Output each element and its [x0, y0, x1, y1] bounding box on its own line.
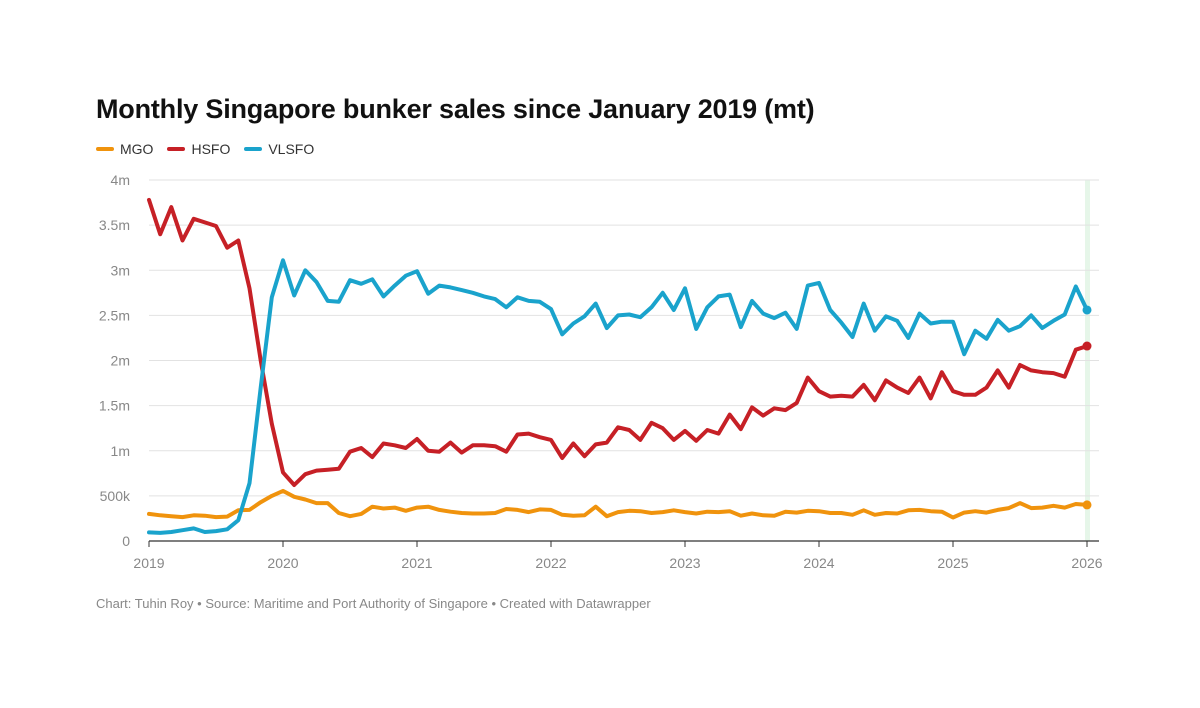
chart-source-note: Chart: Tuhin Roy • Source: Maritime and …: [96, 596, 651, 611]
legend-label-vlsfo: VLSFO: [268, 141, 315, 157]
x-tick-label: 2023: [669, 555, 700, 571]
y-tick-label: 500k: [100, 488, 131, 504]
x-tick-label: 2024: [803, 555, 834, 571]
y-tick-label: 4m: [111, 172, 130, 188]
y-tick-label: 2.5m: [99, 307, 130, 323]
y-tick-label: 3m: [111, 262, 130, 278]
x-tick-label: 2020: [267, 555, 298, 571]
legend-label-mgo: MGO: [120, 141, 154, 157]
series-line-vlsfo: [147, 258, 1089, 535]
legend-label-hsfo: HSFO: [191, 141, 231, 157]
y-tick-label: 1.5m: [99, 398, 130, 414]
x-tick-label: 2025: [937, 555, 968, 571]
y-tick-label: 3.5m: [99, 217, 130, 233]
legend-swatch-mgo: [96, 147, 114, 151]
y-tick-label: 0: [122, 533, 130, 549]
legend-item-vlsfo[interactable]: VLSFO: [244, 141, 314, 157]
x-tick-label: 2022: [535, 555, 566, 571]
legend-item-mgo[interactable]: MGO: [96, 141, 153, 157]
x-tick-label: 2021: [401, 555, 432, 571]
y-tick-label: 2m: [111, 353, 130, 369]
series-line-hsfo: [147, 197, 1089, 487]
series-line-mgo: [147, 488, 1089, 520]
legend-swatch-hsfo: [167, 147, 186, 151]
chart-title: Monthly Singapore bunker sales since Jan…: [96, 94, 815, 124]
legend-item-hsfo[interactable]: HSFO: [167, 141, 230, 157]
x-tick-label: 2019: [133, 555, 164, 571]
legend-swatch-vlsfo: [244, 147, 263, 151]
legend: MGO HSFO VLSFO: [96, 141, 314, 157]
series-end-dot-hsfo: [1082, 341, 1092, 351]
y-tick-label: 1m: [111, 443, 130, 459]
series-end-dot-mgo: [1082, 500, 1092, 510]
series-end-dot-vlsfo: [1082, 305, 1092, 315]
x-tick-label: 2026: [1071, 555, 1102, 571]
